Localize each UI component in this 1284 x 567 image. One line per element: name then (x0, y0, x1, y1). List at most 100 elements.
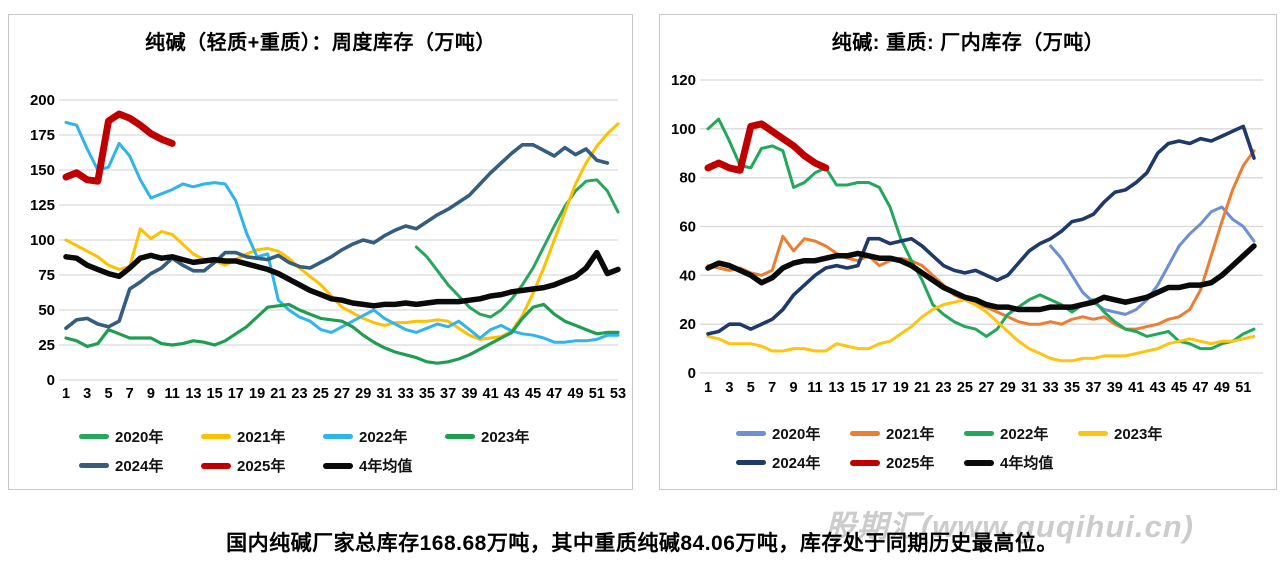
legend-swatch (964, 459, 994, 466)
svg-text:7: 7 (768, 380, 776, 396)
svg-text:45: 45 (1171, 380, 1187, 396)
svg-text:200: 200 (30, 92, 55, 109)
legend-label: 2021年 (237, 429, 286, 446)
svg-text:23: 23 (935, 380, 951, 396)
svg-text:37: 37 (1085, 380, 1101, 396)
legend-label: 2022年 (359, 429, 408, 446)
svg-text:51: 51 (589, 386, 605, 402)
svg-text:50: 50 (38, 302, 55, 319)
svg-text:49: 49 (1214, 380, 1230, 396)
legend-label: 2021年 (886, 426, 935, 443)
svg-text:49: 49 (567, 386, 583, 402)
svg-text:100: 100 (30, 232, 55, 249)
legend-label: 4年均值 (1000, 455, 1054, 472)
left-chart-legend: 2020年 2021年 2022年 2023年 2024年 2025年 4年均值 (79, 422, 619, 480)
svg-text:41: 41 (483, 386, 499, 402)
svg-text:7: 7 (126, 386, 134, 402)
left-chart-title: 纯碱（轻质+重质）：周度库存（万吨） (145, 32, 496, 54)
legend-label: 2020年 (115, 429, 164, 446)
svg-text:20: 20 (679, 316, 696, 333)
svg-text:13: 13 (185, 386, 201, 402)
svg-text:23: 23 (291, 386, 307, 402)
svg-text:31: 31 (1021, 380, 1037, 396)
legend-label: 2023年 (481, 429, 530, 446)
svg-text:45: 45 (525, 386, 541, 402)
svg-text:19: 19 (249, 386, 265, 402)
svg-text:33: 33 (398, 386, 414, 402)
svg-text:37: 37 (440, 386, 456, 402)
legend-item-left-3: 2023年 (445, 422, 567, 451)
svg-text:29: 29 (355, 386, 371, 402)
caption: 国内纯碱厂家总库存168.68万吨，其中重质纯碱84.06万吨，库存处于同期历史… (226, 532, 1058, 555)
legend-item-right-0: 2020年 (736, 419, 850, 448)
svg-text:35: 35 (419, 386, 435, 402)
svg-text:35: 35 (1064, 380, 1080, 396)
legend-label: 2020年 (772, 426, 821, 443)
legend-swatch (445, 434, 475, 439)
svg-text:5: 5 (747, 380, 755, 396)
legend-swatch (323, 462, 353, 469)
svg-text:0: 0 (47, 372, 55, 389)
legend-item-left-1: 2021年 (201, 422, 323, 451)
svg-text:19: 19 (893, 380, 909, 396)
legend-item-left-6: 4年均值 (323, 451, 445, 480)
svg-text:39: 39 (1107, 380, 1123, 396)
svg-text:43: 43 (504, 386, 520, 402)
legend-item-left-5: 2025年 (201, 451, 323, 480)
svg-text:51: 51 (1235, 380, 1251, 396)
legend-swatch (1078, 431, 1108, 436)
legend-label: 2024年 (772, 455, 821, 472)
svg-text:33: 33 (1043, 380, 1059, 396)
svg-text:80: 80 (679, 170, 696, 187)
svg-text:41: 41 (1128, 380, 1144, 396)
svg-text:11: 11 (165, 386, 180, 402)
svg-text:29: 29 (1000, 380, 1016, 396)
legend-item-left-2: 2022年 (323, 422, 445, 451)
legend-label: 2022年 (1000, 426, 1049, 443)
svg-text:25: 25 (313, 386, 329, 402)
svg-text:17: 17 (228, 386, 244, 402)
watermark: 股期汇(www.guqihui.cn) (824, 509, 1194, 544)
legend-item-right-1: 2021年 (850, 419, 964, 448)
svg-text:0: 0 (688, 365, 696, 382)
svg-text:125: 125 (30, 197, 55, 214)
svg-text:1: 1 (704, 380, 712, 396)
legend-swatch (850, 431, 880, 436)
svg-text:11: 11 (807, 380, 822, 396)
legend-swatch (201, 434, 231, 439)
svg-text:175: 175 (30, 127, 55, 144)
legend-item-right-2: 2022年 (964, 419, 1078, 448)
svg-text:120: 120 (671, 72, 696, 89)
legend-swatch (736, 460, 766, 465)
svg-text:27: 27 (978, 380, 994, 396)
right-chart-panel: 纯碱: 重质: 厂内库存（万吨） 0 20 40 60 80 100 120 1 3 5 7 9 11 1… (659, 14, 1277, 490)
svg-text:53: 53 (610, 386, 626, 402)
svg-text:25: 25 (38, 337, 55, 354)
legend-label: 4年均值 (359, 458, 413, 475)
svg-text:17: 17 (871, 380, 887, 396)
svg-text:27: 27 (334, 386, 350, 402)
svg-text:21: 21 (270, 386, 286, 402)
legend-swatch (964, 431, 994, 436)
svg-text:3: 3 (83, 386, 91, 402)
svg-text:39: 39 (461, 386, 477, 402)
svg-text:21: 21 (914, 380, 930, 396)
legend-item-right-4: 2024年 (736, 448, 850, 477)
legend-item-right-5: 2025年 (850, 448, 964, 477)
legend-label: 2024年 (115, 458, 164, 475)
legend-swatch (201, 462, 231, 469)
svg-text:40: 40 (679, 267, 696, 284)
svg-text:15: 15 (850, 380, 866, 396)
legend-item-left-0: 2020年 (79, 422, 201, 451)
svg-text:5: 5 (104, 386, 112, 402)
svg-text:13: 13 (828, 380, 844, 396)
legend-swatch (323, 434, 353, 439)
svg-text:47: 47 (1192, 380, 1208, 396)
svg-text:1: 1 (62, 386, 70, 402)
svg-text:43: 43 (1150, 380, 1166, 396)
legend-item-right-3: 2023年 (1078, 419, 1192, 448)
svg-text:60: 60 (679, 219, 696, 236)
legend-item-left-4: 2024年 (79, 451, 201, 480)
left-chart-panel: 纯碱（轻质+重质）：周度库存（万吨） 0 25 50 75 100 125 150 175 20… (8, 14, 633, 490)
svg-text:47: 47 (546, 386, 562, 402)
